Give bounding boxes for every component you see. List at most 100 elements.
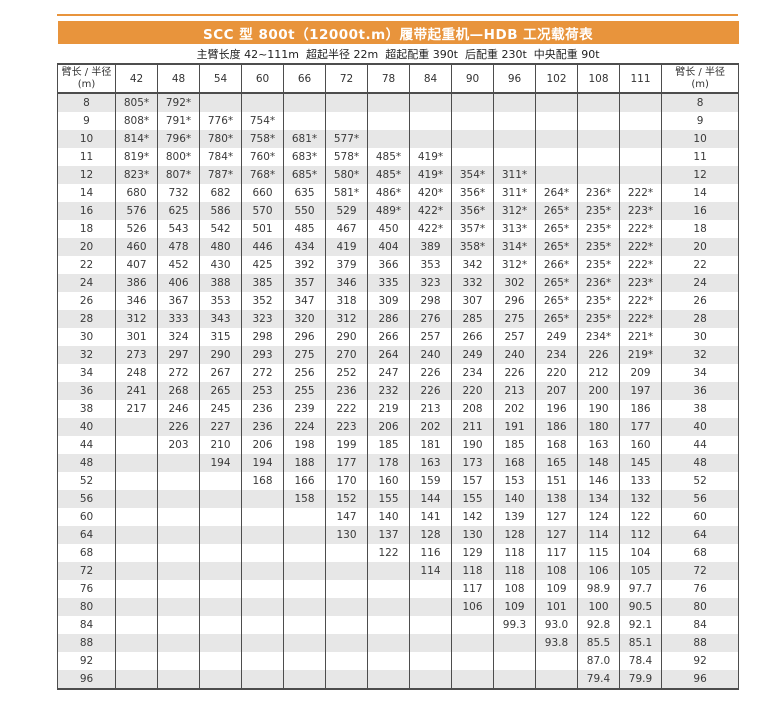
load-value-cell-72m (325, 616, 368, 634)
load-value-cell-42m (115, 418, 158, 436)
load-value-cell-111m: 222* (619, 310, 662, 328)
load-value-cell-84m: 163 (409, 454, 452, 472)
load-value-cell-84m: 202 (409, 418, 452, 436)
radius-cell-right: 52 (660, 472, 740, 490)
radius-cell-right: 80 (660, 598, 740, 616)
load-value-cell-66m: 683* (283, 148, 326, 166)
load-value-cell-48m: 732 (157, 184, 200, 202)
load-value-cell-96m (493, 112, 536, 130)
load-value-cell-72m: 152 (325, 490, 368, 508)
load-value-cell-72m (325, 634, 368, 652)
radius-cell-left: 10 (57, 130, 116, 148)
load-value-cell-72m: 147 (325, 508, 368, 526)
load-value-cell-66m (283, 634, 326, 652)
load-value-cell-42m (115, 562, 158, 580)
radius-cell-left: 38 (57, 400, 116, 418)
radius-cell-left: 44 (57, 436, 116, 454)
load-value-cell-84m: 353 (409, 256, 452, 274)
load-value-cell-48m (157, 634, 200, 652)
load-value-cell-66m (283, 526, 326, 544)
load-value-cell-72m: 222 (325, 400, 368, 418)
radius-cell-left: 34 (57, 364, 116, 382)
load-value-cell-78m: 206 (367, 418, 410, 436)
load-value-cell-48m (157, 652, 200, 670)
load-value-cell-60m: 660 (241, 184, 284, 202)
load-value-cell-96m: 109 (493, 598, 536, 616)
load-chart-body: 8 805* 792* 8 9 808* 791* 776* 754* 9 10 814* 796* 78… (57, 93, 740, 690)
load-row-radius-9: 9 808* 791* 776* 754* 9 (57, 112, 740, 130)
load-value-cell-90m: 358* (451, 238, 494, 256)
load-value-cell-60m (241, 634, 284, 652)
load-value-cell-48m (157, 490, 200, 508)
radius-cell-left: 32 (57, 346, 116, 364)
load-value-cell-60m: 194 (241, 454, 284, 472)
load-value-cell-48m (157, 508, 200, 526)
load-value-cell-66m (283, 112, 326, 130)
radius-cell-right: 84 (660, 616, 740, 634)
load-value-cell-102m: 220 (535, 364, 578, 382)
load-value-cell-78m: 185 (367, 436, 410, 454)
load-value-cell-78m: 178 (367, 454, 410, 472)
load-value-cell-90m: 220 (451, 382, 494, 400)
load-value-cell-96m: 311* (493, 184, 536, 202)
load-row-radius-12: 12 823* 807* 787* 768* 685* 580* 485* 419* 354* 31… (57, 166, 740, 184)
load-value-cell-48m: 796* (157, 130, 200, 148)
load-value-cell-108m (577, 112, 620, 130)
load-value-cell-108m: 236* (577, 274, 620, 292)
load-value-cell-90m: 157 (451, 472, 494, 490)
load-value-cell-54m (199, 670, 242, 690)
load-value-cell-102m: 101 (535, 598, 578, 616)
load-value-cell-111m: 79.9 (619, 670, 662, 690)
load-value-cell-84m: 226 (409, 364, 452, 382)
load-value-cell-66m: 320 (283, 310, 326, 328)
load-value-cell-84m (409, 130, 452, 148)
load-value-cell-48m: 807* (157, 166, 200, 184)
load-row-radius-88: 88 93.8 85.5 85.1 88 (57, 634, 740, 652)
load-row-radius-84: 84 99.3 93.0 92.8 92.1 84 (57, 616, 740, 634)
load-value-cell-111m: 104 (619, 544, 662, 562)
radius-cell-left: 64 (57, 526, 116, 544)
load-value-cell-42m: 217 (115, 400, 158, 418)
load-value-cell-102m: 196 (535, 400, 578, 418)
load-value-cell-102m: 127 (535, 526, 578, 544)
load-value-cell-42m (115, 652, 158, 670)
load-value-cell-78m: 264 (367, 346, 410, 364)
load-value-cell-78m: 335 (367, 274, 410, 292)
load-value-cell-72m: 580* (325, 166, 368, 184)
radius-cell-left: 12 (57, 166, 116, 184)
radius-cell-left: 11 (57, 148, 116, 166)
load-value-cell-48m: 226 (157, 418, 200, 436)
load-value-cell-78m: 219 (367, 400, 410, 418)
load-value-cell-90m: 130 (451, 526, 494, 544)
load-value-cell-48m: 246 (157, 400, 200, 418)
load-row-radius-80: 80 106 109 101 100 90.5 80 (57, 598, 740, 616)
load-row-radius-16: 16 576 625 586 570 550 529 489* 422* 356* 312* 265*… (57, 202, 740, 220)
load-value-cell-78m (367, 580, 410, 598)
load-value-cell-60m (241, 93, 284, 112)
radius-cell-right: 60 (660, 508, 740, 526)
load-value-cell-96m: 313* (493, 220, 536, 238)
column-header-boom-78: 78 (367, 63, 410, 94)
load-value-cell-42m: 241 (115, 382, 158, 400)
load-value-cell-66m: 635 (283, 184, 326, 202)
load-value-cell-66m: 255 (283, 382, 326, 400)
load-value-cell-111m: 112 (619, 526, 662, 544)
load-value-cell-102m: 165 (535, 454, 578, 472)
radius-cell-right: 10 (660, 130, 740, 148)
load-value-cell-84m (409, 652, 452, 670)
load-value-cell-48m: 203 (157, 436, 200, 454)
radius-cell-left: 14 (57, 184, 116, 202)
radius-cell-left: 96 (57, 670, 116, 690)
load-value-cell-54m (199, 616, 242, 634)
load-value-cell-78m: 286 (367, 310, 410, 328)
load-value-cell-84m: 116 (409, 544, 452, 562)
load-value-cell-48m: 452 (157, 256, 200, 274)
load-value-cell-54m: 480 (199, 238, 242, 256)
load-value-cell-48m: 333 (157, 310, 200, 328)
load-value-cell-48m: 406 (157, 274, 200, 292)
corner-header-unit: (m) (77, 78, 96, 90)
load-value-cell-111m (619, 130, 662, 148)
load-value-cell-54m: 388 (199, 274, 242, 292)
radius-cell-right: 96 (660, 670, 740, 690)
